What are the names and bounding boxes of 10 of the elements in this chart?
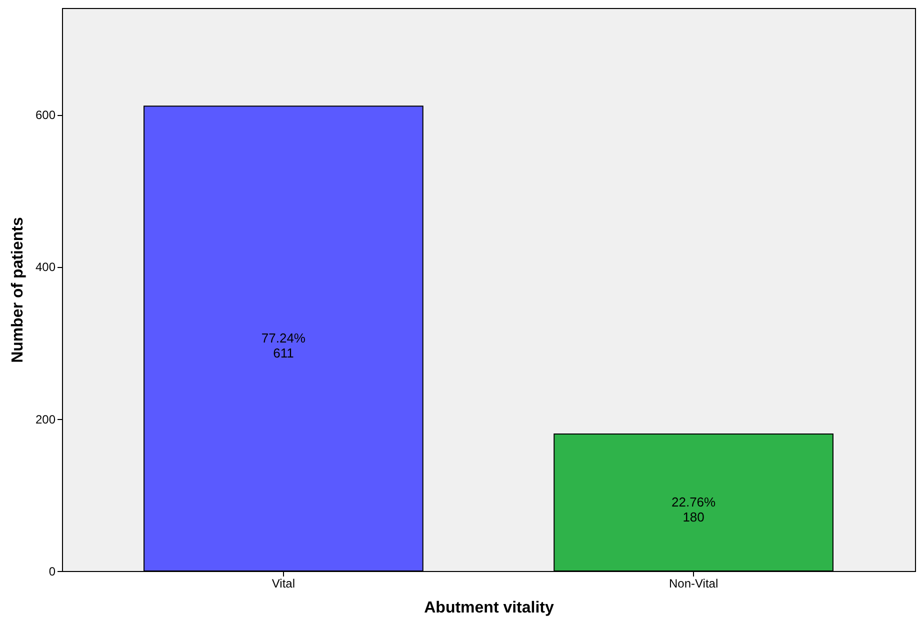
x-axis-title: Abutment vitality — [424, 600, 554, 616]
y-axis-title: Number of patients — [9, 217, 26, 363]
x-tick-label: Non-Vital — [668, 576, 718, 590]
data-label: 77.24% 611 — [261, 330, 306, 361]
data-label: 22.76% 180 — [672, 494, 716, 525]
y-tick-label: 400 — [35, 260, 56, 274]
y-tick-label: 0 — [48, 564, 56, 578]
y-tick-label: 600 — [35, 108, 56, 122]
y-tick-label: 200 — [35, 412, 56, 426]
x-tick-label: Vital — [272, 576, 296, 590]
